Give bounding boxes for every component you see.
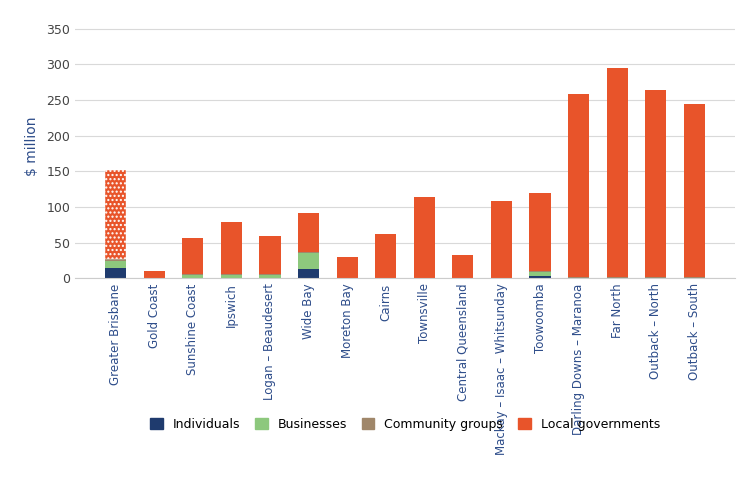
Bar <box>337 257 358 278</box>
Y-axis label: $ million: $ million <box>26 117 39 176</box>
Bar <box>530 276 550 278</box>
Bar <box>568 277 590 278</box>
Bar <box>298 269 320 278</box>
Bar <box>182 239 203 274</box>
Bar <box>530 271 550 272</box>
Bar <box>220 275 242 278</box>
Legend: Individuals, Businesses, Community groups, Local governments: Individuals, Businesses, Community group… <box>145 413 665 436</box>
Bar <box>414 197 435 278</box>
Bar <box>375 234 396 278</box>
Bar <box>568 94 590 277</box>
Bar <box>260 236 280 274</box>
Bar <box>684 104 705 277</box>
Bar <box>645 277 667 278</box>
Bar <box>490 201 512 278</box>
Bar <box>298 253 320 269</box>
Bar <box>298 252 320 253</box>
Bar <box>220 274 242 275</box>
Bar <box>530 272 550 276</box>
Bar <box>607 68 628 277</box>
Bar <box>182 275 203 278</box>
Bar <box>530 193 550 271</box>
Bar <box>607 277 628 278</box>
Bar <box>105 259 126 261</box>
Bar <box>684 277 705 278</box>
Bar <box>298 213 320 252</box>
Bar <box>105 268 126 278</box>
Bar <box>645 90 667 277</box>
Bar <box>105 170 126 259</box>
Bar <box>260 274 280 275</box>
Bar <box>143 271 165 278</box>
Bar <box>260 275 280 278</box>
Bar <box>220 222 242 274</box>
Bar <box>182 274 203 275</box>
Bar <box>105 261 126 268</box>
Bar <box>452 255 473 278</box>
